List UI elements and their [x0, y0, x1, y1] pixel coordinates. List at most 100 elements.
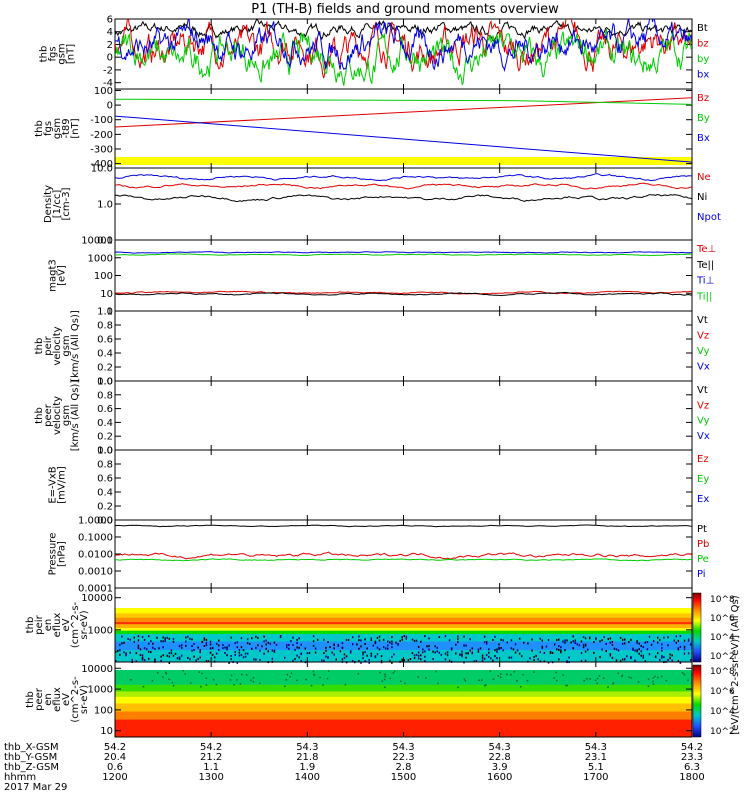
- x-axis-value: 0.6: [107, 762, 123, 773]
- heatmap-cell: [191, 645, 193, 648]
- heatmap-cell: [191, 649, 193, 652]
- heatmap-cell: [496, 657, 498, 660]
- heatmap-cell: [372, 644, 375, 647]
- heatmap-cell: [440, 653, 443, 656]
- heatmap-cell: [677, 639, 680, 642]
- heatmap-cell: [308, 651, 311, 654]
- heatmap-band: [115, 627, 692, 632]
- heatmap-cell: [197, 646, 199, 649]
- series-line: [115, 28, 692, 86]
- y-tick-label: -400: [90, 159, 113, 170]
- heatmap-cell: [444, 652, 447, 655]
- heatmap-cell: [251, 647, 253, 650]
- legend-pressure: Pb: [697, 539, 709, 550]
- heatmap-cell: [683, 639, 686, 642]
- colorbar-label: [eV/(cm^2-s-sr-eV)] (All Qs): [730, 595, 741, 734]
- heatmap-cell: [646, 648, 649, 651]
- y-label-line: [cm-3]: [61, 187, 72, 220]
- y-tick-label: 1.0000: [78, 516, 113, 527]
- heatmap-band: [115, 613, 692, 619]
- heatmap-cell: [510, 656, 513, 659]
- heatmap-cell: [605, 650, 607, 653]
- heatmap-cell: [508, 656, 511, 659]
- x-axis-value: 5.1: [588, 762, 604, 773]
- x-axis-value: 54.3: [392, 742, 414, 753]
- heatmap-cell: [162, 646, 164, 649]
- heatmap-cell: [341, 642, 344, 645]
- heatmap-cell: [162, 654, 164, 657]
- heatmap-cell: [582, 643, 585, 646]
- heatmap-cell: [413, 639, 416, 642]
- heatmap-cell: [588, 636, 591, 639]
- heatmap-cell: [428, 648, 430, 651]
- x-axis-value: 2.8: [396, 762, 412, 773]
- heatmap-cell: [584, 637, 587, 640]
- heatmap-cell: [284, 685, 286, 688]
- series-line: [115, 291, 692, 297]
- heatmap-cell: [580, 659, 583, 662]
- heatmap-cell: [160, 640, 162, 643]
- heatmap-cell: [500, 638, 502, 641]
- heatmap-cell: [407, 659, 410, 662]
- heatmap-cell: [611, 643, 614, 646]
- heatmap-cell: [417, 657, 420, 660]
- heatmap-band: [115, 719, 692, 738]
- heatmap-cell: [285, 679, 288, 681]
- y-tick-label: 1000: [88, 625, 113, 636]
- y-tick-label: 0.0: [97, 516, 113, 527]
- y-label-line: sr-eV): [79, 610, 90, 639]
- heatmap-cell: [543, 651, 546, 654]
- heatmap-cell: [312, 670, 315, 673]
- heatmap-cell: [413, 654, 416, 657]
- heatmap-cell: [428, 637, 430, 640]
- heatmap-cell: [463, 644, 465, 647]
- heatmap-cell: [209, 643, 212, 646]
- heatmap-cell: [419, 640, 422, 643]
- heatmap-cell: [560, 651, 562, 654]
- heatmap-cell: [129, 651, 131, 654]
- heatmap-cell: [487, 648, 490, 651]
- x-axis-value: 1400: [295, 772, 320, 783]
- heatmap-cell: [203, 638, 206, 641]
- heatmap-cell: [364, 638, 366, 641]
- heatmap-cell: [147, 650, 150, 653]
- heatmap-cell: [165, 672, 168, 675]
- colorbar-tick: 10^6: [710, 687, 735, 697]
- heatmap-cell: [199, 651, 201, 654]
- heatmap-cell: [141, 654, 144, 657]
- heatmap-band: [115, 630, 692, 635]
- heatmap-cell: [636, 641, 638, 644]
- heatmap-cell: [437, 682, 439, 685]
- colorbar-tick: 10^4: [710, 707, 735, 717]
- heatmap-cell: [459, 653, 461, 656]
- heatmap-cell: [201, 641, 204, 644]
- legend-pressure: Pt: [697, 524, 707, 535]
- heatmap-cell: [351, 643, 354, 646]
- heatmap-cell: [255, 646, 257, 649]
- heatmap-cell: [401, 659, 403, 662]
- colorbar-tick: 10^8: [710, 595, 735, 605]
- heatmap-cell: [325, 649, 327, 652]
- heatmap-cell: [395, 641, 397, 644]
- heatmap-cell: [522, 673, 524, 676]
- heatmap-cell: [589, 678, 591, 680]
- heatmap-cell: [652, 683, 655, 685]
- series-line: [115, 173, 692, 182]
- heatmap-cell: [555, 679, 558, 682]
- heatmap-cell: [117, 650, 119, 653]
- heatmap-cell: [619, 659, 622, 662]
- heatmap-cell: [273, 641, 276, 644]
- heatmap-cell: [327, 670, 330, 672]
- heatmap-cell: [271, 649, 274, 652]
- heatmap-cell: [444, 658, 447, 661]
- x-axis: thb_X-GSM 54.2 54.2 54.3 54.3 54.3 54.3 54.2 thb…: [4, 742, 705, 783]
- heatmap-cell: [226, 648, 228, 651]
- heatmap-cell: [238, 654, 241, 657]
- heatmap-cell: [121, 642, 123, 645]
- heatmap-cell: [135, 660, 138, 663]
- heatmap-cell: [679, 645, 682, 648]
- heatmap-cell: [339, 650, 342, 653]
- heatmap-cell: [234, 653, 237, 656]
- heatmap-cell: [483, 635, 486, 638]
- heatmap-cell: [586, 648, 589, 651]
